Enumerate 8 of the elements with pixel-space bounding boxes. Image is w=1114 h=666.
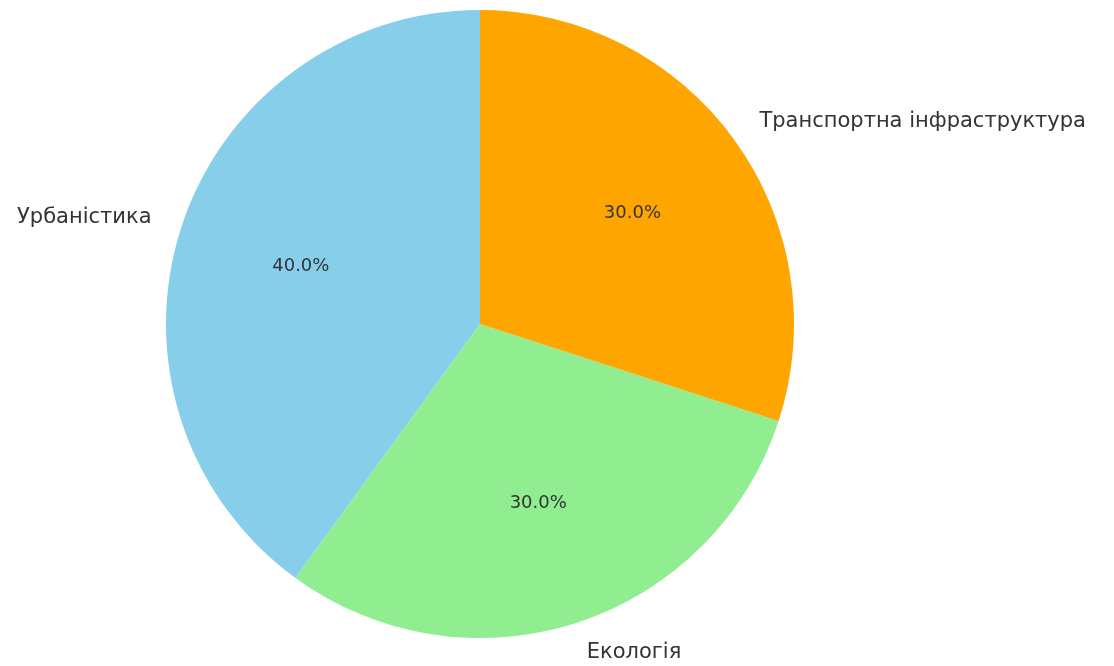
pie-slice <box>166 10 480 579</box>
data-label: 30.0% <box>603 201 662 223</box>
pie-slice <box>295 324 779 638</box>
slice-label: Урбаністика <box>17 204 152 229</box>
slice-label: Екологія <box>586 639 682 664</box>
data-label: 30.0% <box>509 491 567 513</box>
slice-label: Транспортна інфраструктура <box>758 107 1086 132</box>
data-label: 40.0% <box>272 253 330 275</box>
